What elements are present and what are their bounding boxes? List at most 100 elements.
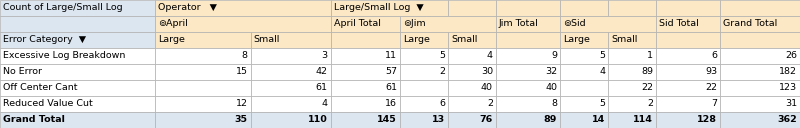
Bar bbox=[608, 32, 656, 48]
Text: 32: 32 bbox=[545, 67, 557, 77]
Bar bbox=[656, 96, 720, 112]
Bar bbox=[560, 64, 608, 80]
Text: 128: 128 bbox=[697, 115, 717, 125]
Bar bbox=[720, 48, 800, 64]
Bar bbox=[448, 80, 496, 96]
Text: Large/Small Log  ▼: Large/Small Log ▼ bbox=[334, 3, 423, 13]
Bar bbox=[0, 80, 154, 96]
Bar bbox=[608, 80, 656, 96]
Text: 30: 30 bbox=[481, 67, 493, 77]
Bar bbox=[154, 96, 250, 112]
Bar bbox=[496, 96, 560, 112]
Bar bbox=[496, 80, 560, 96]
Text: 3: 3 bbox=[322, 51, 328, 61]
Bar bbox=[400, 112, 448, 128]
Bar bbox=[250, 80, 330, 96]
Text: 5: 5 bbox=[599, 51, 605, 61]
Bar bbox=[560, 96, 608, 112]
Text: 93: 93 bbox=[705, 67, 717, 77]
Bar bbox=[608, 96, 656, 112]
Bar bbox=[656, 0, 720, 16]
Text: 2: 2 bbox=[647, 99, 653, 109]
Text: Large: Large bbox=[563, 35, 590, 45]
Bar bbox=[496, 16, 560, 32]
Bar bbox=[400, 80, 448, 96]
Bar bbox=[250, 96, 330, 112]
Text: 61: 61 bbox=[385, 83, 397, 93]
Text: 40: 40 bbox=[481, 83, 493, 93]
Bar bbox=[720, 80, 800, 96]
Bar bbox=[330, 80, 400, 96]
Text: 22: 22 bbox=[641, 83, 653, 93]
Bar bbox=[400, 16, 496, 32]
Text: 16: 16 bbox=[385, 99, 397, 109]
Bar bbox=[560, 0, 608, 16]
Text: ⊚Sid: ⊚Sid bbox=[563, 19, 586, 29]
Bar bbox=[560, 32, 608, 48]
Text: Reduced Value Cut: Reduced Value Cut bbox=[3, 99, 93, 109]
Text: 6: 6 bbox=[439, 99, 445, 109]
Text: Grand Total: Grand Total bbox=[3, 115, 65, 125]
Text: 4: 4 bbox=[599, 67, 605, 77]
Bar bbox=[448, 112, 496, 128]
Text: 14: 14 bbox=[592, 115, 605, 125]
Text: 76: 76 bbox=[480, 115, 493, 125]
Bar bbox=[720, 96, 800, 112]
Bar bbox=[656, 112, 720, 128]
Text: Small: Small bbox=[451, 35, 478, 45]
Text: 89: 89 bbox=[641, 67, 653, 77]
Text: 15: 15 bbox=[236, 67, 248, 77]
Text: ⊚April: ⊚April bbox=[158, 19, 187, 29]
Text: ⊚Jim: ⊚Jim bbox=[403, 19, 426, 29]
Bar bbox=[608, 48, 656, 64]
Bar bbox=[330, 48, 400, 64]
Bar bbox=[154, 16, 330, 32]
Bar bbox=[496, 0, 560, 16]
Bar bbox=[720, 64, 800, 80]
Text: 8: 8 bbox=[551, 99, 557, 109]
Bar bbox=[560, 80, 608, 96]
Text: 89: 89 bbox=[544, 115, 557, 125]
Text: 26: 26 bbox=[785, 51, 797, 61]
Bar bbox=[0, 112, 154, 128]
Bar bbox=[608, 112, 656, 128]
Text: Excessive Log Breakdown: Excessive Log Breakdown bbox=[3, 51, 126, 61]
Text: 2: 2 bbox=[439, 67, 445, 77]
Text: 7: 7 bbox=[711, 99, 717, 109]
Text: 42: 42 bbox=[316, 67, 328, 77]
Bar bbox=[656, 48, 720, 64]
Bar bbox=[448, 96, 496, 112]
Bar bbox=[330, 32, 400, 48]
Bar bbox=[154, 80, 250, 96]
Bar bbox=[0, 64, 154, 80]
Bar bbox=[154, 64, 250, 80]
Text: 5: 5 bbox=[599, 99, 605, 109]
Text: 1: 1 bbox=[647, 51, 653, 61]
Text: 6: 6 bbox=[711, 51, 717, 61]
Bar bbox=[250, 48, 330, 64]
Bar bbox=[448, 48, 496, 64]
Text: 61: 61 bbox=[316, 83, 328, 93]
Bar bbox=[496, 112, 560, 128]
Text: Small: Small bbox=[254, 35, 280, 45]
Bar bbox=[560, 16, 656, 32]
Bar bbox=[608, 64, 656, 80]
Text: Large: Large bbox=[158, 35, 185, 45]
Bar bbox=[496, 32, 560, 48]
Text: 22: 22 bbox=[705, 83, 717, 93]
Bar bbox=[496, 48, 560, 64]
Bar bbox=[656, 64, 720, 80]
Bar bbox=[0, 16, 154, 32]
Bar bbox=[400, 96, 448, 112]
Bar bbox=[720, 0, 800, 16]
Text: 4: 4 bbox=[487, 51, 493, 61]
Text: 40: 40 bbox=[545, 83, 557, 93]
Bar bbox=[560, 48, 608, 64]
Text: 110: 110 bbox=[308, 115, 328, 125]
Text: 11: 11 bbox=[385, 51, 397, 61]
Bar bbox=[0, 48, 154, 64]
Text: Count of Large/Small Log: Count of Large/Small Log bbox=[3, 3, 122, 13]
Text: 2: 2 bbox=[487, 99, 493, 109]
Text: 9: 9 bbox=[551, 51, 557, 61]
Bar bbox=[656, 16, 720, 32]
